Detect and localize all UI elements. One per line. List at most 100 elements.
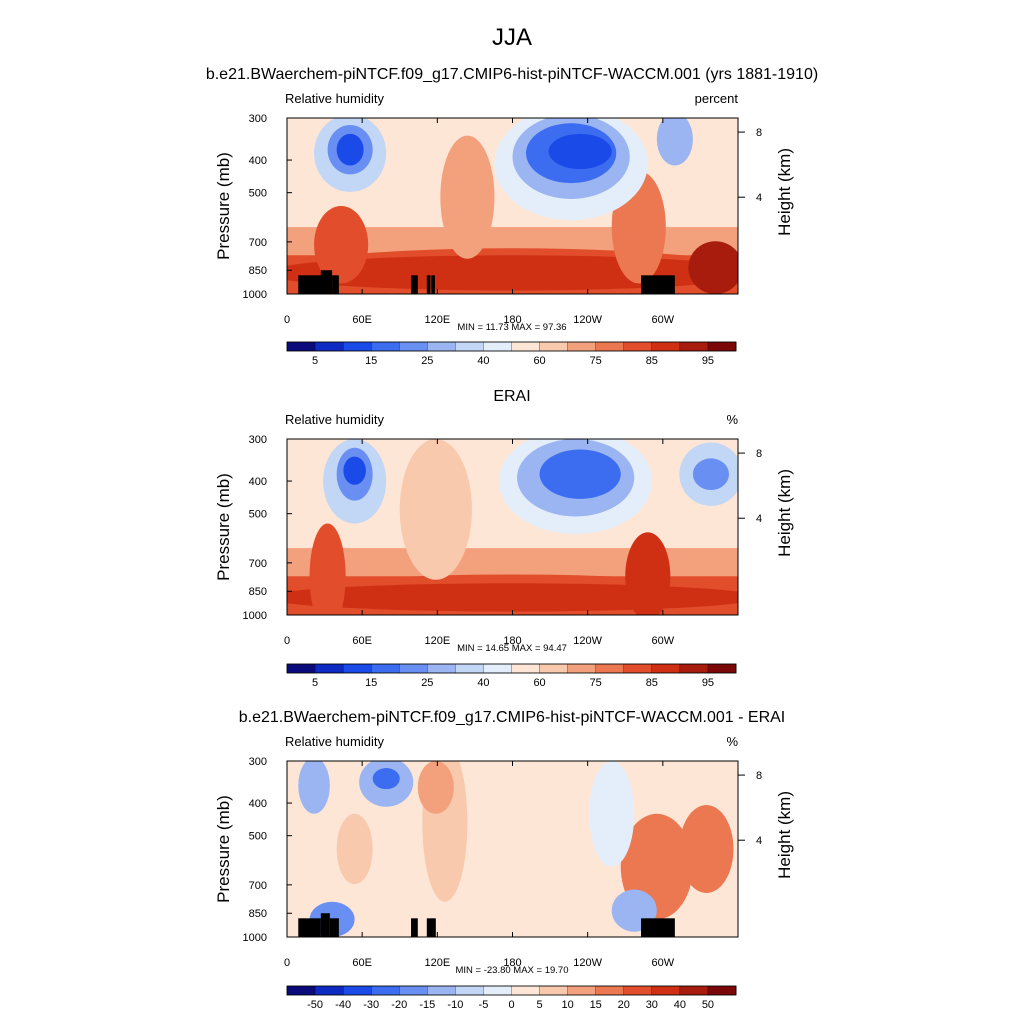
- contour-region: [287, 583, 738, 612]
- contour-region: [679, 805, 734, 893]
- x-tick-label: 0: [284, 957, 290, 969]
- y-axis-label: Pressure (mb): [214, 795, 233, 903]
- colorbar-label: 15: [365, 677, 377, 689]
- colorbar-box: [314, 985, 344, 996]
- topography-mask: [320, 913, 330, 937]
- colorbar-label: 60: [533, 355, 545, 367]
- colorbar-box: [399, 985, 428, 996]
- min-max-label: MIN = 14.65 MAX = 94.47: [457, 643, 567, 654]
- x-tick-label: 0: [284, 314, 290, 326]
- colorbar-box: [455, 985, 484, 996]
- colorbar-box: [651, 985, 681, 996]
- colorbar-label: 95: [702, 677, 714, 689]
- colorbar-label: 20: [618, 999, 630, 1011]
- colorbar-frame: [286, 663, 737, 674]
- contour-region: [625, 532, 671, 615]
- colorbar-box: [455, 341, 484, 352]
- colorbar-box: [342, 985, 372, 996]
- colorbar-box: [679, 663, 709, 674]
- colorbar-label: 10: [562, 999, 574, 1011]
- colorbar-box: [511, 663, 541, 674]
- panel-1: b.e21.BWaerchem-piNTCF.f09_g17.CMIP6-his…: [206, 66, 818, 367]
- y-tick-label: 1000: [243, 932, 267, 944]
- colorbar-box: [707, 663, 737, 674]
- y2-tick-label: 8: [756, 448, 762, 460]
- contour-region: [298, 761, 330, 814]
- contour-region: [314, 206, 369, 284]
- colorbar-box: [651, 663, 681, 674]
- contour-region: [656, 118, 693, 166]
- units-label: %: [726, 734, 738, 749]
- y2-tick-label: 8: [756, 770, 762, 782]
- colorbar-box: [623, 663, 653, 674]
- colorbar-box: [455, 663, 484, 674]
- contour-region: [372, 768, 400, 790]
- topography-mask: [298, 918, 321, 937]
- contour-region: [548, 133, 612, 170]
- y-tick-label: 700: [249, 237, 267, 249]
- colorbar-box: [314, 341, 344, 352]
- contour-region: [399, 439, 472, 580]
- x-tick-label: 180: [503, 314, 521, 326]
- y2-axis-label: Height (km): [775, 469, 794, 557]
- panel-3: b.e21.BWaerchem-piNTCF.f09_g17.CMIP6-his…: [214, 709, 794, 1011]
- colorbar: 5 15 25 40 60 75 85 95: [286, 663, 737, 689]
- colorbar-box: [707, 341, 737, 352]
- topography-mask: [411, 275, 418, 294]
- colorbar-box: [707, 985, 737, 996]
- x-tick-label: 120E: [424, 635, 450, 647]
- x-tick-label: 180: [503, 957, 521, 969]
- colorbar-box: [679, 985, 709, 996]
- y2-tick-label: 4: [756, 835, 762, 847]
- colorbar-box: [399, 663, 428, 674]
- y-tick-label: 500: [249, 509, 267, 521]
- y-tick-label: 1000: [243, 610, 267, 622]
- contour-region: [343, 456, 366, 485]
- topography-mask: [641, 918, 675, 937]
- colorbar-label: 85: [646, 677, 658, 689]
- colorbar-box: [371, 663, 400, 674]
- contour-region: [539, 449, 621, 499]
- colorbar-box: [399, 341, 428, 352]
- y2-tick-label: 4: [756, 513, 762, 525]
- colorbar-box: [342, 663, 372, 674]
- contour-region: [309, 523, 346, 615]
- contour-region: [336, 813, 373, 885]
- colorbar-label: -50: [307, 999, 323, 1011]
- y-tick-label: 850: [249, 908, 267, 920]
- x-tick-label: 180: [503, 635, 521, 647]
- x-tick-label: 60W: [652, 957, 675, 969]
- colorbar-label: -15: [419, 999, 435, 1011]
- topography-mask: [298, 275, 327, 294]
- y-tick-label: 850: [249, 586, 267, 598]
- colorbar-box: [483, 663, 512, 674]
- colorbar-box: [595, 341, 625, 352]
- colorbar-label: -40: [335, 999, 351, 1011]
- colorbar-label: 40: [477, 355, 489, 367]
- y-tick-label: 700: [249, 880, 267, 892]
- colorbar-box: [567, 985, 597, 996]
- colorbar-box: [539, 663, 569, 674]
- colorbar: 5 15 25 40 60 75 85 95: [286, 341, 737, 367]
- topography-mask: [426, 275, 431, 294]
- colorbar-box: [427, 985, 456, 996]
- colorbar-label: 50: [702, 999, 714, 1011]
- colorbar-box: [595, 663, 625, 674]
- topography-mask: [320, 270, 333, 294]
- x-tick-label: 120W: [573, 957, 602, 969]
- units-label: %: [726, 412, 738, 427]
- y-tick-label: 300: [249, 113, 267, 125]
- colorbar-box: [679, 341, 709, 352]
- y2-tick-label: 8: [756, 127, 762, 139]
- colorbar-box: [371, 341, 400, 352]
- contour-region: [440, 135, 495, 259]
- colorbar-box: [623, 985, 653, 996]
- min-max-label: MIN = -23.80 MAX = 19.70: [455, 965, 568, 976]
- x-tick-label: 60E: [352, 314, 372, 326]
- colorbar-box: [314, 663, 344, 674]
- topography-mask: [641, 275, 675, 294]
- variable-label: Relative humidity: [285, 412, 384, 427]
- contour-field: [287, 439, 738, 615]
- colorbar-label: 5: [312, 355, 318, 367]
- variable-label: Relative humidity: [285, 734, 384, 749]
